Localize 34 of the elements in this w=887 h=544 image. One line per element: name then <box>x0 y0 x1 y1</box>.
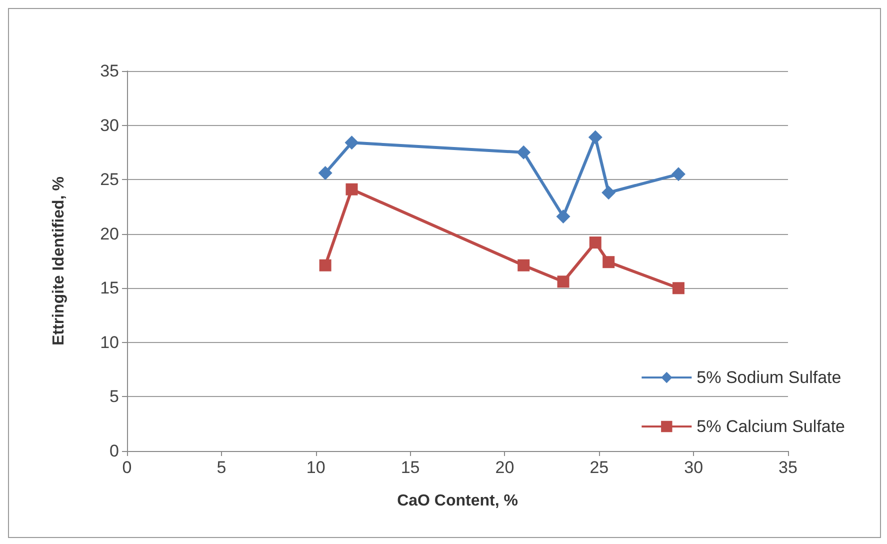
point <box>671 167 686 182</box>
x-tick-label: 20 <box>495 458 514 477</box>
point <box>672 282 684 294</box>
y-tick-label: 5 <box>110 387 119 406</box>
y-tick-label: 0 <box>110 442 119 460</box>
x-tick-label: 10 <box>306 458 326 477</box>
point <box>346 183 358 196</box>
y-tick-label: 10 <box>100 332 119 352</box>
point <box>589 236 602 249</box>
y-tick-label: 15 <box>100 278 119 298</box>
y-axis-title: Ettringite Identified, % <box>50 176 68 346</box>
x-tick-label: 30 <box>684 458 704 477</box>
legend-label: 5% Sodium Sulfate <box>696 368 842 387</box>
point <box>602 186 616 200</box>
y-tick-label: 25 <box>100 170 119 190</box>
point <box>344 136 359 150</box>
y-tick-label: 35 <box>100 62 119 80</box>
point <box>588 130 602 144</box>
x-tick-label: 25 <box>590 458 609 477</box>
x-tick-label: 35 <box>778 458 798 477</box>
x-tick-label: 15 <box>400 458 420 477</box>
x-tick-label: 0 <box>122 458 132 477</box>
y-tick-label: 20 <box>100 224 119 244</box>
point <box>557 276 570 288</box>
point <box>518 259 530 272</box>
x-axis-title: CaO Content, % <box>397 492 518 510</box>
x-tick-label: 5 <box>216 458 226 477</box>
point <box>602 256 615 268</box>
point <box>318 166 332 180</box>
point <box>319 259 332 272</box>
y-tick-label: 30 <box>100 116 119 135</box>
legend-label: 5% Calcium Sulfate <box>696 417 845 436</box>
point <box>556 209 570 224</box>
point <box>516 145 531 160</box>
